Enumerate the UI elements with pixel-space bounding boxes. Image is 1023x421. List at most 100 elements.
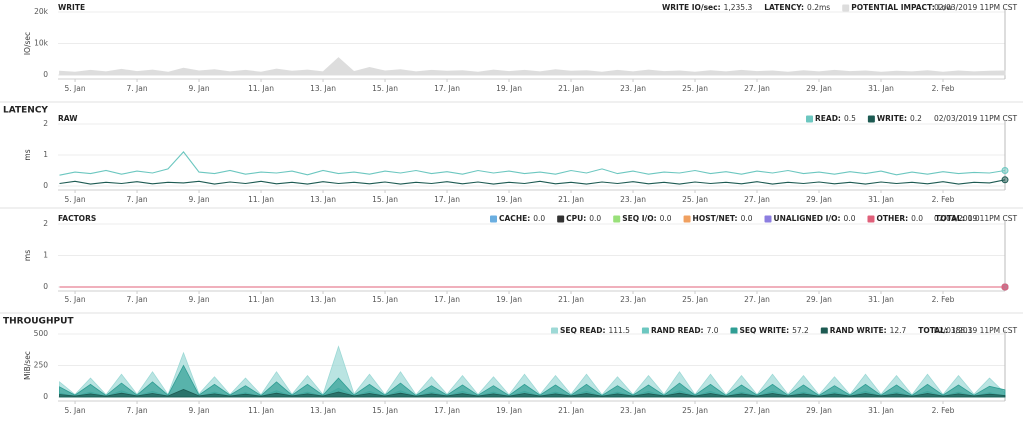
legend-swatch (806, 115, 813, 123)
x-tick-label: 29. Jan (806, 84, 832, 93)
x-tick-label: 19. Jan (496, 406, 522, 415)
area (59, 345, 1006, 398)
stat-label: WRITE IO/sec: (662, 3, 721, 12)
legend-swatch (641, 327, 649, 335)
legend-swatch (867, 115, 875, 123)
end-marker (1001, 167, 1009, 174)
legend-label: SEQ WRITE: (740, 326, 790, 335)
chart-title: FACTORS (58, 214, 96, 223)
chart-title: WRITE (58, 3, 85, 12)
x-tick-label: 13. Jan (310, 406, 336, 415)
y-tick-label: 250 (34, 361, 49, 370)
y-tick-label: 10k (34, 39, 49, 48)
x-tick-label: 2. Feb (932, 84, 955, 93)
y-tick-label: 20k (34, 7, 49, 16)
y-tick-label: 0 (43, 70, 48, 79)
x-tick-label: 15. Jan (372, 84, 398, 93)
legend-swatch (490, 215, 497, 223)
x-tick-label: 5. Jan (64, 84, 85, 93)
timestamp: 02/03/2019 11PM CST (934, 326, 1018, 335)
timestamp: 02/03/2019 11PM CST (934, 214, 1018, 223)
x-tick-label: 11. Jan (248, 406, 274, 415)
x-tick-label: 25. Jan (682, 84, 708, 93)
x-tick-label: 9. Jan (188, 84, 209, 93)
legend-label: CPU: (566, 214, 586, 223)
stat-label: LATENCY: (764, 3, 804, 12)
x-tick-label: 31. Jan (868, 195, 894, 204)
x-tick-label: 27. Jan (744, 295, 770, 304)
legend-swatch (867, 215, 875, 223)
line (59, 179, 1006, 185)
legend-label: RAND READ: (651, 326, 704, 335)
end-marker (1001, 283, 1009, 291)
legend-swatch (557, 215, 565, 223)
x-tick-label: 27. Jan (744, 195, 770, 204)
x-tick-label: 19. Jan (496, 295, 522, 304)
legend-swatch (820, 327, 828, 335)
x-tick-label: 9. Jan (188, 406, 209, 415)
y-tick-label: 0 (43, 181, 48, 190)
x-tick-label: 11. Jan (248, 84, 274, 93)
legend-value: 0.2 (910, 114, 922, 123)
x-tick-label: 15. Jan (372, 295, 398, 304)
area (59, 364, 1006, 398)
section-title: LATENCY (3, 106, 48, 116)
x-tick-label: 19. Jan (496, 84, 522, 93)
x-tick-label: 21. Jan (558, 406, 584, 415)
x-tick-label: 7. Jan (126, 195, 147, 204)
x-tick-label: 17. Jan (434, 406, 460, 415)
x-tick-label: 29. Jan (806, 195, 832, 204)
legend-value: 0.0 (741, 214, 753, 223)
y-tick-label: 0 (43, 392, 48, 401)
legend-label: RAND WRITE: (830, 326, 887, 335)
legend-label: OTHER: (876, 214, 908, 223)
legend-value: 7.0 (707, 326, 719, 335)
x-tick-label: 23. Jan (620, 195, 646, 204)
legend-value: 111.5 (608, 326, 630, 335)
x-tick-label: 17. Jan (434, 195, 460, 204)
x-tick-label: 21. Jan (558, 84, 584, 93)
x-tick-label: 17. Jan (434, 84, 460, 93)
x-tick-label: 27. Jan (744, 84, 770, 93)
total-value: 188.3 (951, 326, 973, 335)
x-tick-label: 31. Jan (868, 295, 894, 304)
legend-value: 12.7 (890, 326, 907, 335)
x-tick-label: 23. Jan (620, 295, 646, 304)
y-axis-label: ms (23, 149, 32, 160)
x-tick-label: 17. Jan (434, 295, 460, 304)
x-tick-label: 25. Jan (682, 195, 708, 204)
y-tick-label: 500 (34, 329, 49, 338)
stat-value: Low (938, 3, 953, 12)
y-axis-label: ms (23, 250, 32, 261)
legend-swatch (683, 215, 691, 223)
legend-swatch (842, 4, 850, 12)
stat-value: 1,235.3 (724, 3, 753, 12)
x-tick-label: 7. Jan (126, 84, 147, 93)
x-tick-label: 7. Jan (126, 406, 147, 415)
legend-label: WRITE: (877, 114, 907, 123)
legend-swatch (551, 327, 558, 335)
timestamp: 02/03/2019 11PM CST (934, 114, 1018, 123)
x-tick-label: 13. Jan (310, 84, 336, 93)
x-tick-label: 25. Jan (682, 406, 708, 415)
legend-label: SEQ I/O: (622, 214, 656, 223)
legend-label: READ: (815, 114, 841, 123)
x-tick-label: 25. Jan (682, 295, 708, 304)
x-tick-label: 9. Jan (188, 295, 209, 304)
area (59, 57, 1006, 76)
x-tick-label: 19. Jan (496, 195, 522, 204)
x-tick-label: 23. Jan (620, 84, 646, 93)
x-tick-label: 27. Jan (744, 406, 770, 415)
x-tick-label: 2. Feb (932, 406, 955, 415)
legend-value: 0.0 (911, 214, 923, 223)
legend-value: 0.0 (660, 214, 672, 223)
legend-label: SEQ READ: (560, 326, 605, 335)
x-tick-label: 31. Jan (868, 84, 894, 93)
x-tick-label: 7. Jan (126, 295, 147, 304)
legend-value: 57.2 (792, 326, 809, 335)
x-tick-label: 23. Jan (620, 406, 646, 415)
legend-label: UNALIGNED I/O: (774, 214, 841, 223)
legend-value: 0.0 (533, 214, 545, 223)
legend-swatch (613, 215, 621, 223)
